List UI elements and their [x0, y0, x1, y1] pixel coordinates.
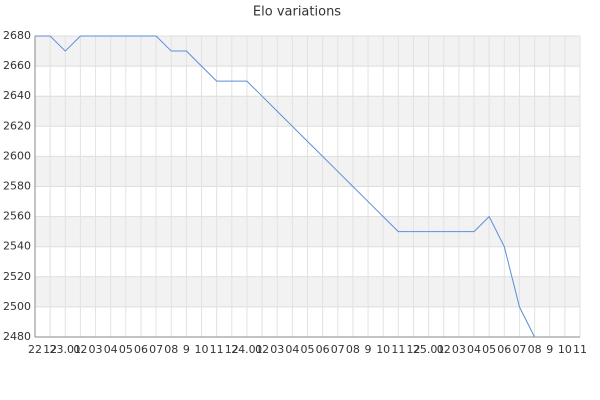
x-tick-label: 08: [164, 343, 178, 356]
y-tick-label: 2600: [3, 149, 31, 162]
y-tick-label: 2560: [3, 210, 31, 223]
x-tick-label: 03: [452, 343, 466, 356]
x-tick-label: 08: [346, 343, 360, 356]
x-tick-label: 02: [255, 343, 269, 356]
x-tick-label: 04: [104, 343, 118, 356]
y-tick-label: 2540: [3, 240, 31, 253]
y-tick-label: 2680: [3, 29, 31, 42]
x-tick-label: 03: [89, 343, 103, 356]
x-tick-label: 02: [73, 343, 87, 356]
y-tick-label: 2640: [3, 89, 31, 102]
y-tick-label: 2580: [3, 180, 31, 193]
x-tick-label: 10: [195, 343, 209, 356]
x-tick-label: 25.01: [413, 343, 445, 356]
x-tick-label: 9: [546, 343, 553, 356]
y-tick-label: 2520: [3, 270, 31, 283]
x-tick-label: 10: [376, 343, 390, 356]
x-tick-label: 12: [406, 343, 420, 356]
x-tick-label: 23.01: [50, 343, 82, 356]
x-tick-label: 04: [285, 343, 299, 356]
line-series: [35, 35, 536, 338]
x-tick-label: 03: [270, 343, 284, 356]
x-tick-label: 12: [225, 343, 239, 356]
x-tick-label: 07: [512, 343, 526, 356]
x-tick-label: 05: [301, 343, 315, 356]
x-tick-label: 22: [28, 343, 42, 356]
x-tick-label: 11: [391, 343, 405, 356]
chart-title: Elo variations: [253, 5, 341, 20]
x-tick-label: 10: [558, 343, 572, 356]
x-tick-label: 9: [183, 343, 190, 356]
x-tick-label: 04: [467, 343, 481, 356]
x-tick-label: 11: [573, 343, 587, 356]
x-tick-label: 12: [43, 343, 57, 356]
x-tick-label: 05: [482, 343, 496, 356]
y-tick-label: 2480: [3, 330, 31, 343]
x-tick-label: 05: [119, 343, 133, 356]
x-tick-label: 11: [210, 343, 224, 356]
x-tick-label: 02: [437, 343, 451, 356]
x-tick-label: 24.01: [231, 343, 263, 356]
y-tick-label: 2620: [3, 119, 31, 132]
x-tick-label: 06: [316, 343, 330, 356]
x-tick-label: 06: [497, 343, 511, 356]
x-tick-label: 9: [365, 343, 372, 356]
x-tick-label: 08: [528, 343, 542, 356]
x-tick-label: 07: [149, 343, 163, 356]
x-tick-label: 07: [331, 343, 345, 356]
x-tick-label: 06: [134, 343, 148, 356]
y-tick-label: 2660: [3, 59, 31, 72]
y-tick-label: 2500: [3, 300, 31, 313]
